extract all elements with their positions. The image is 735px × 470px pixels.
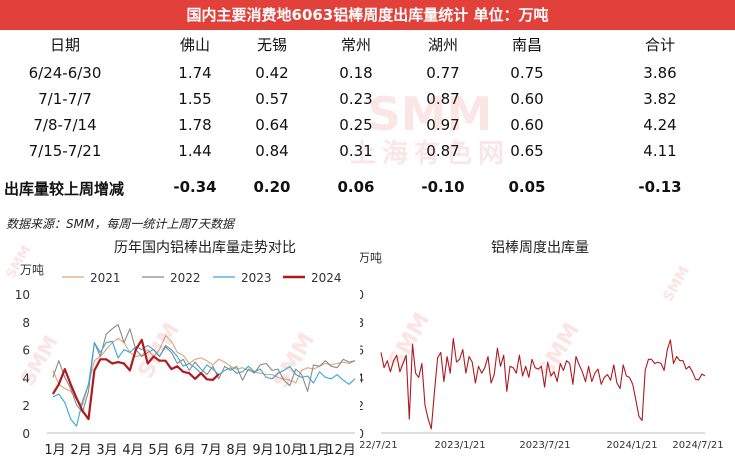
watermark-logo: SMM: [134, 319, 185, 383]
left-y-unit: 万吨: [20, 263, 44, 277]
legend-label: 2024: [311, 271, 342, 285]
watermark-logo: SMM: [384, 309, 435, 373]
table-header-cell: 日期: [49, 36, 80, 54]
right-y-tick: 2: [360, 399, 364, 413]
table-header-cell: 南昌: [511, 36, 542, 54]
table-cell: 0.60: [510, 90, 544, 108]
right-x-tick: 2023/1/21: [434, 440, 485, 451]
right-y-tick: 8: [360, 316, 364, 330]
table-header-cell: 无锡: [256, 36, 287, 54]
right-y-unit: 万吨: [360, 251, 382, 265]
left-x-tick: 6月: [174, 443, 195, 458]
series-line-2021: [52, 335, 356, 406]
legend-label: 2023: [241, 271, 272, 285]
table-cell: 7/1-7/7: [38, 90, 92, 108]
left-x-tick: 4月: [122, 443, 143, 458]
table-cell: 0.87: [426, 142, 460, 160]
table-cell: 1.55: [178, 90, 212, 108]
right-x-tick: 2024/1/21: [606, 440, 657, 451]
table-cell: 6/24-6/30: [28, 64, 102, 82]
right-y-tick: 6: [360, 344, 364, 358]
table-header-cell: 佛山: [179, 36, 210, 54]
legend-label: 2022: [170, 271, 201, 285]
series-line-2022: [52, 324, 356, 413]
table-cell: 0.65: [510, 142, 544, 160]
table-cell: 1.44: [178, 142, 212, 160]
watermark-logo-cn: 上海有色网: [350, 138, 510, 169]
left-chart-title: 历年国内铝棒出库量走势对比: [114, 240, 296, 256]
change-row-cell: 0.05: [508, 178, 546, 196]
right-y-tick: 10: [360, 288, 364, 302]
watermark-logo: SMM: [534, 319, 585, 383]
left-y-tick: 4: [22, 371, 30, 385]
left-x-tick: 9月: [252, 443, 273, 458]
table-cell: 0.84: [255, 142, 289, 160]
watermark-logo: SMM: [368, 90, 493, 141]
left-y-tick: 10: [15, 288, 30, 302]
table-cell: 0.57: [255, 90, 289, 108]
table-cell: 0.31: [339, 142, 373, 160]
weekly-series-line: [380, 337, 706, 430]
table-cell: 4.24: [643, 116, 677, 134]
table-cell: 0.97: [426, 116, 460, 134]
watermark-logo: SMM: [269, 329, 320, 393]
left-x-tick: 11月: [300, 443, 330, 458]
table-header-cell: 合计: [644, 36, 675, 54]
table-cell: 7/15-7/21: [28, 142, 102, 160]
table-header-cell: 湖州: [427, 36, 458, 54]
left-x-tick: 1月: [44, 443, 65, 458]
table-cell: 4.11: [643, 142, 677, 160]
watermark-logo: SMM: [15, 331, 63, 390]
left-y-tick: 0: [22, 427, 30, 441]
left-x-tick: 5月: [148, 443, 169, 458]
table-cell: 0.64: [255, 116, 289, 134]
right-y-tick: 0: [360, 427, 364, 441]
change-row-cell: -0.10: [421, 178, 465, 196]
change-row-cell: 0.20: [253, 178, 291, 196]
table-cell: 0.23: [339, 90, 373, 108]
table-cell: 3.82: [643, 90, 677, 108]
left-x-tick: 10月: [274, 443, 304, 458]
table-cell: 0.77: [426, 64, 460, 82]
title-banner: 国内主要消费地6063铝棒周度出库量统计 单位：万吨: [0, 0, 735, 30]
table-cell: 0.25: [339, 116, 373, 134]
left-x-tick: 2月: [70, 443, 91, 458]
right-x-tick: 2023/7/21: [519, 440, 570, 451]
series-line-2023: [52, 340, 356, 427]
watermark-logo: SMM: [660, 264, 693, 305]
table-cell: 7/8-7/14: [33, 116, 97, 134]
right-x-tick: 2024/7/21: [672, 440, 723, 451]
right-y-tick: 4: [360, 371, 364, 385]
table-cell: 1.74: [178, 64, 212, 82]
change-row-label: 出库量较上周增减: [4, 180, 125, 198]
change-row-cell: -0.34: [173, 178, 217, 196]
table-cell: 0.60: [510, 116, 544, 134]
left-y-tick: 6: [22, 344, 30, 358]
change-row-cell: -0.13: [638, 178, 682, 196]
source-note: 数据来源：SMM，每周一统计上周7天数据: [6, 217, 234, 231]
right-x-tick: 2022/7/21: [360, 440, 398, 451]
left-x-tick: 3月: [96, 443, 117, 458]
left-y-tick: 8: [22, 316, 30, 330]
table-cell: 0.75: [510, 64, 544, 82]
table-cell: 3.86: [643, 64, 677, 82]
series-line-2024: [51, 338, 220, 421]
left-x-tick: 8月: [226, 443, 247, 458]
change-row-cell: 0.06: [337, 178, 375, 196]
legend-label: 2021: [90, 271, 121, 285]
left-y-tick: 2: [22, 399, 30, 413]
right-chart-title: 铝棒周度出库量: [491, 240, 589, 256]
left-x-tick: 12月: [326, 443, 356, 458]
table-header-cell: 常州: [340, 36, 371, 54]
left-x-tick: 7月: [200, 443, 221, 458]
table-cell: 0.18: [339, 64, 373, 82]
table-cell: 0.42: [255, 64, 289, 82]
table-cell: 1.78: [178, 116, 212, 134]
table-cell: 0.87: [426, 90, 460, 108]
